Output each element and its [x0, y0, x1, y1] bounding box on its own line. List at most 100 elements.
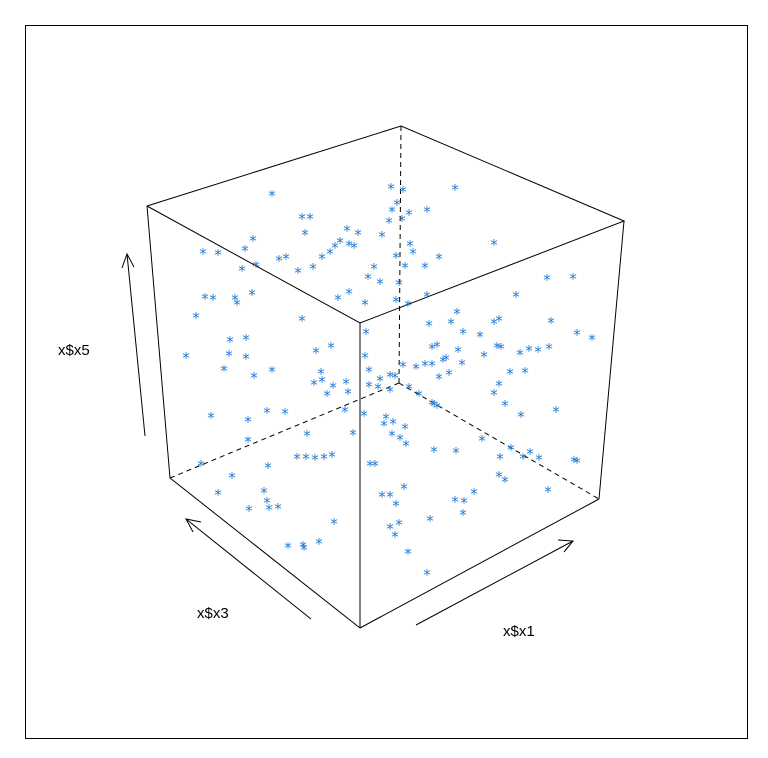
data-point-33: * — [406, 237, 414, 255]
data-point-153: * — [378, 488, 386, 506]
data-point-130: * — [401, 420, 409, 438]
data-point-102: * — [490, 315, 498, 333]
data-point-56: * — [226, 333, 234, 351]
data-point-114: * — [521, 364, 529, 382]
data-point-45: * — [364, 270, 372, 288]
data-point-4: * — [249, 232, 257, 250]
data-point-9: * — [275, 252, 283, 270]
data-point-170: * — [197, 457, 205, 475]
data-point-50: * — [209, 291, 217, 309]
data-point-166: * — [263, 404, 271, 422]
data-point-145: * — [470, 485, 478, 503]
data-point-78: * — [374, 380, 382, 398]
data-point-57: * — [242, 331, 250, 349]
data-point-158: * — [423, 566, 431, 584]
data-point-147: * — [451, 493, 459, 511]
data-point-29: * — [405, 206, 413, 224]
data-point-35: * — [435, 250, 443, 268]
data-point-182: * — [284, 539, 292, 557]
data-point-3: * — [301, 226, 309, 244]
data-point-91: * — [425, 317, 433, 335]
data-point-129: * — [396, 431, 404, 449]
data-point-121: * — [430, 397, 438, 415]
data-point-14: * — [318, 250, 326, 268]
data-point-133: * — [452, 444, 460, 462]
data-point-28: * — [398, 212, 406, 230]
data-point-151: * — [392, 497, 400, 515]
data-point-131: * — [402, 437, 410, 455]
data-point-44: * — [423, 288, 431, 306]
data-point-173: * — [264, 459, 272, 477]
data-point-159: * — [349, 426, 357, 444]
data-point-58: * — [225, 347, 233, 365]
data-point-60: * — [220, 362, 228, 380]
data-point-103: * — [512, 288, 520, 306]
data-point-34: * — [409, 245, 417, 263]
data-point-161: * — [320, 450, 328, 468]
data-point-82: * — [399, 358, 407, 376]
data-point-106: * — [547, 314, 555, 332]
x-axis-arrow — [415, 540, 574, 626]
data-point-188: * — [389, 415, 397, 433]
data-point-37: * — [401, 259, 409, 277]
data-point-86: * — [435, 370, 443, 388]
data-point-76: * — [365, 363, 373, 381]
data-point-71: * — [342, 375, 350, 393]
data-point-156: * — [391, 528, 399, 546]
data-point-51: * — [231, 291, 239, 309]
data-point-140: * — [573, 454, 581, 472]
data-point-127: * — [380, 417, 388, 435]
data-point-47: * — [334, 291, 342, 309]
data-point-146: * — [460, 494, 468, 512]
data-point-68: * — [327, 339, 335, 357]
data-point-73: * — [341, 403, 349, 421]
data-point-113: * — [497, 340, 505, 358]
box-edge — [598, 220, 625, 500]
data-point-117: * — [490, 386, 498, 404]
data-point-20: * — [345, 237, 353, 255]
data-point-171: * — [228, 469, 236, 487]
data-point-70: * — [323, 387, 331, 405]
data-point-22: * — [378, 228, 386, 246]
data-point-118: * — [501, 397, 509, 415]
data-point-36: * — [421, 259, 429, 277]
y-axis-arrow — [185, 518, 312, 620]
data-point-128: * — [388, 427, 396, 445]
data-point-104: * — [543, 271, 551, 289]
data-point-189: * — [405, 380, 413, 398]
data-point-77: * — [365, 378, 373, 396]
data-point-89: * — [428, 340, 436, 358]
data-point-79: * — [376, 372, 384, 390]
data-point-55: * — [298, 312, 306, 330]
data-point-42: * — [392, 293, 400, 311]
data-point-120: * — [552, 403, 560, 421]
data-point-46: * — [345, 285, 353, 303]
data-point-178: * — [274, 500, 282, 518]
data-point-5: * — [241, 242, 249, 260]
data-point-122: * — [415, 387, 423, 405]
data-point-75: * — [361, 349, 369, 367]
data-point-66: * — [310, 376, 318, 394]
data-point-17: * — [336, 234, 344, 252]
data-point-152: * — [386, 488, 394, 506]
data-point-8: * — [282, 250, 290, 268]
data-point-87: * — [445, 366, 453, 384]
data-point-141: * — [570, 453, 578, 471]
data-point-155: * — [395, 516, 403, 534]
data-point-184: * — [371, 457, 379, 475]
data-point-172: * — [214, 486, 222, 504]
data-point-174: * — [260, 484, 268, 502]
data-point-25: * — [393, 196, 401, 214]
data-point-48: * — [361, 296, 369, 314]
data-point-107: * — [573, 326, 581, 344]
data-point-160: * — [328, 448, 336, 466]
data-point-39: * — [370, 260, 378, 278]
data-point-112: * — [516, 346, 524, 364]
data-point-116: * — [495, 377, 503, 395]
data-point-59: * — [182, 349, 190, 367]
data-point-26: * — [387, 180, 395, 198]
data-point-24: * — [388, 203, 396, 221]
x-axis-label: x$x1 — [503, 623, 535, 640]
data-point-30: * — [423, 203, 431, 221]
